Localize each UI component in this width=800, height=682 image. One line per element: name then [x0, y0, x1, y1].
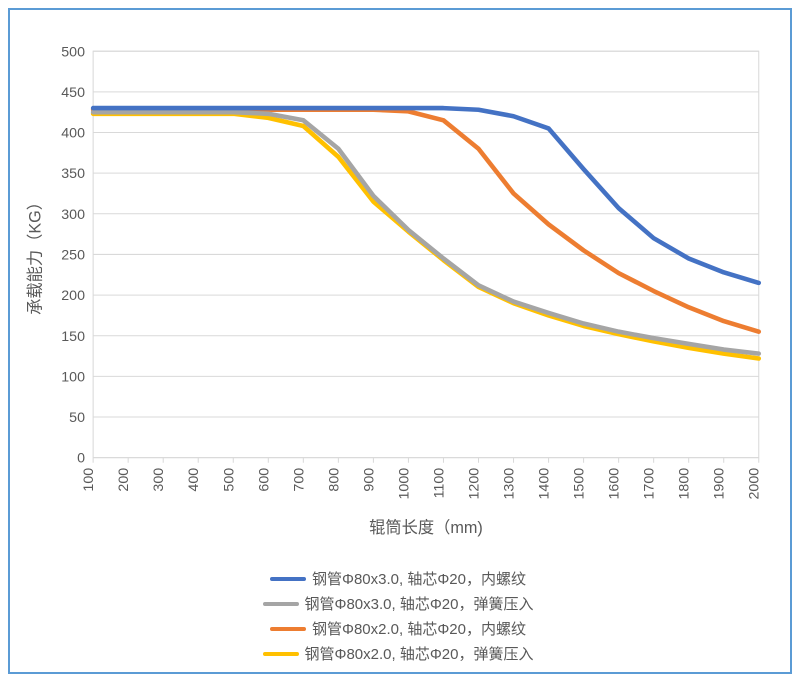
x-tick-label: 1500 [572, 468, 588, 500]
x-tick-label: 1000 [396, 468, 412, 500]
x-tick-label: 1400 [537, 468, 553, 500]
y-tick-label: 350 [61, 166, 85, 182]
y-tick-label: 200 [61, 288, 85, 304]
x-tick-label: 2000 [747, 468, 763, 500]
legend-swatch [270, 627, 306, 631]
legend-item: 钢管Φ80x2.0, 轴芯Φ20，内螺纹 [270, 618, 526, 639]
legend-item: 钢管Φ80x3.0, 轴芯Φ20，弹簧压入 [263, 593, 534, 614]
y-tick-label: 500 [61, 44, 85, 60]
legend: 钢管Φ80x3.0, 轴芯Φ20，内螺纹钢管Φ80x3.0, 轴芯Φ20，弹簧压… [22, 558, 774, 664]
x-tick-label: 800 [326, 468, 342, 492]
y-tick-label: 50 [69, 410, 85, 426]
plot-area: 0 50 100 150 200 250 300 350 400 450 500 100 200 300 4… [22, 22, 774, 558]
x-tick-label: 1200 [466, 468, 482, 500]
y-tick-label: 450 [61, 85, 85, 101]
legend-item: 钢管Φ80x3.0, 轴芯Φ20，内螺纹 [270, 568, 526, 589]
legend-label: 钢管Φ80x2.0, 轴芯Φ20，弹簧压入 [305, 643, 534, 664]
x-tick-label: 200 [116, 468, 132, 492]
legend-label: 钢管Φ80x2.0, 轴芯Φ20，内螺纹 [312, 618, 526, 639]
y-tick-label: 300 [61, 207, 85, 223]
x-tick-label: 1800 [677, 468, 693, 500]
x-tick-label: 700 [291, 468, 307, 492]
x-tick-label: 300 [151, 468, 167, 492]
y-tick-label: 150 [61, 329, 85, 345]
x-tick-label: 1700 [642, 468, 658, 500]
y-tick-label: 250 [61, 248, 85, 264]
x-tick-label: 1900 [712, 468, 728, 500]
x-tick-label: 500 [221, 468, 237, 492]
x-tick-label: 600 [256, 468, 272, 492]
legend-item: 钢管Φ80x2.0, 轴芯Φ20，弹簧压入 [263, 643, 534, 664]
chart-container: 0 50 100 150 200 250 300 350 400 450 500 100 200 300 4… [0, 0, 800, 682]
series-line [93, 110, 759, 332]
chart-frame: 0 50 100 150 200 250 300 350 400 450 500 100 200 300 4… [8, 8, 792, 674]
chart-svg: 0 50 100 150 200 250 300 350 400 450 500 100 200 300 4… [22, 22, 774, 558]
y-axis-title: 承载能力（KG） [26, 194, 44, 315]
y-tick-label: 100 [61, 369, 85, 385]
x-tick-label: 1300 [502, 468, 518, 500]
series-line [93, 114, 759, 359]
y-tick-label: 400 [61, 126, 85, 142]
legend-label: 钢管Φ80x3.0, 轴芯Φ20，内螺纹 [312, 568, 526, 589]
x-tick-label: 1100 [431, 468, 447, 499]
x-tick-label: 900 [361, 468, 377, 492]
y-tick-label: 0 [77, 451, 85, 467]
series-line [93, 108, 759, 283]
legend-swatch [263, 652, 299, 656]
series-line [93, 112, 759, 353]
x-tick-label: 100 [81, 468, 97, 492]
x-axis-title: 辊筒长度（mm) [369, 519, 483, 537]
legend-swatch [263, 602, 299, 606]
legend-label: 钢管Φ80x3.0, 轴芯Φ20，弹簧压入 [305, 593, 534, 614]
x-tick-label: 1600 [607, 468, 623, 500]
legend-swatch [270, 577, 306, 581]
x-tick-label: 400 [186, 468, 202, 492]
